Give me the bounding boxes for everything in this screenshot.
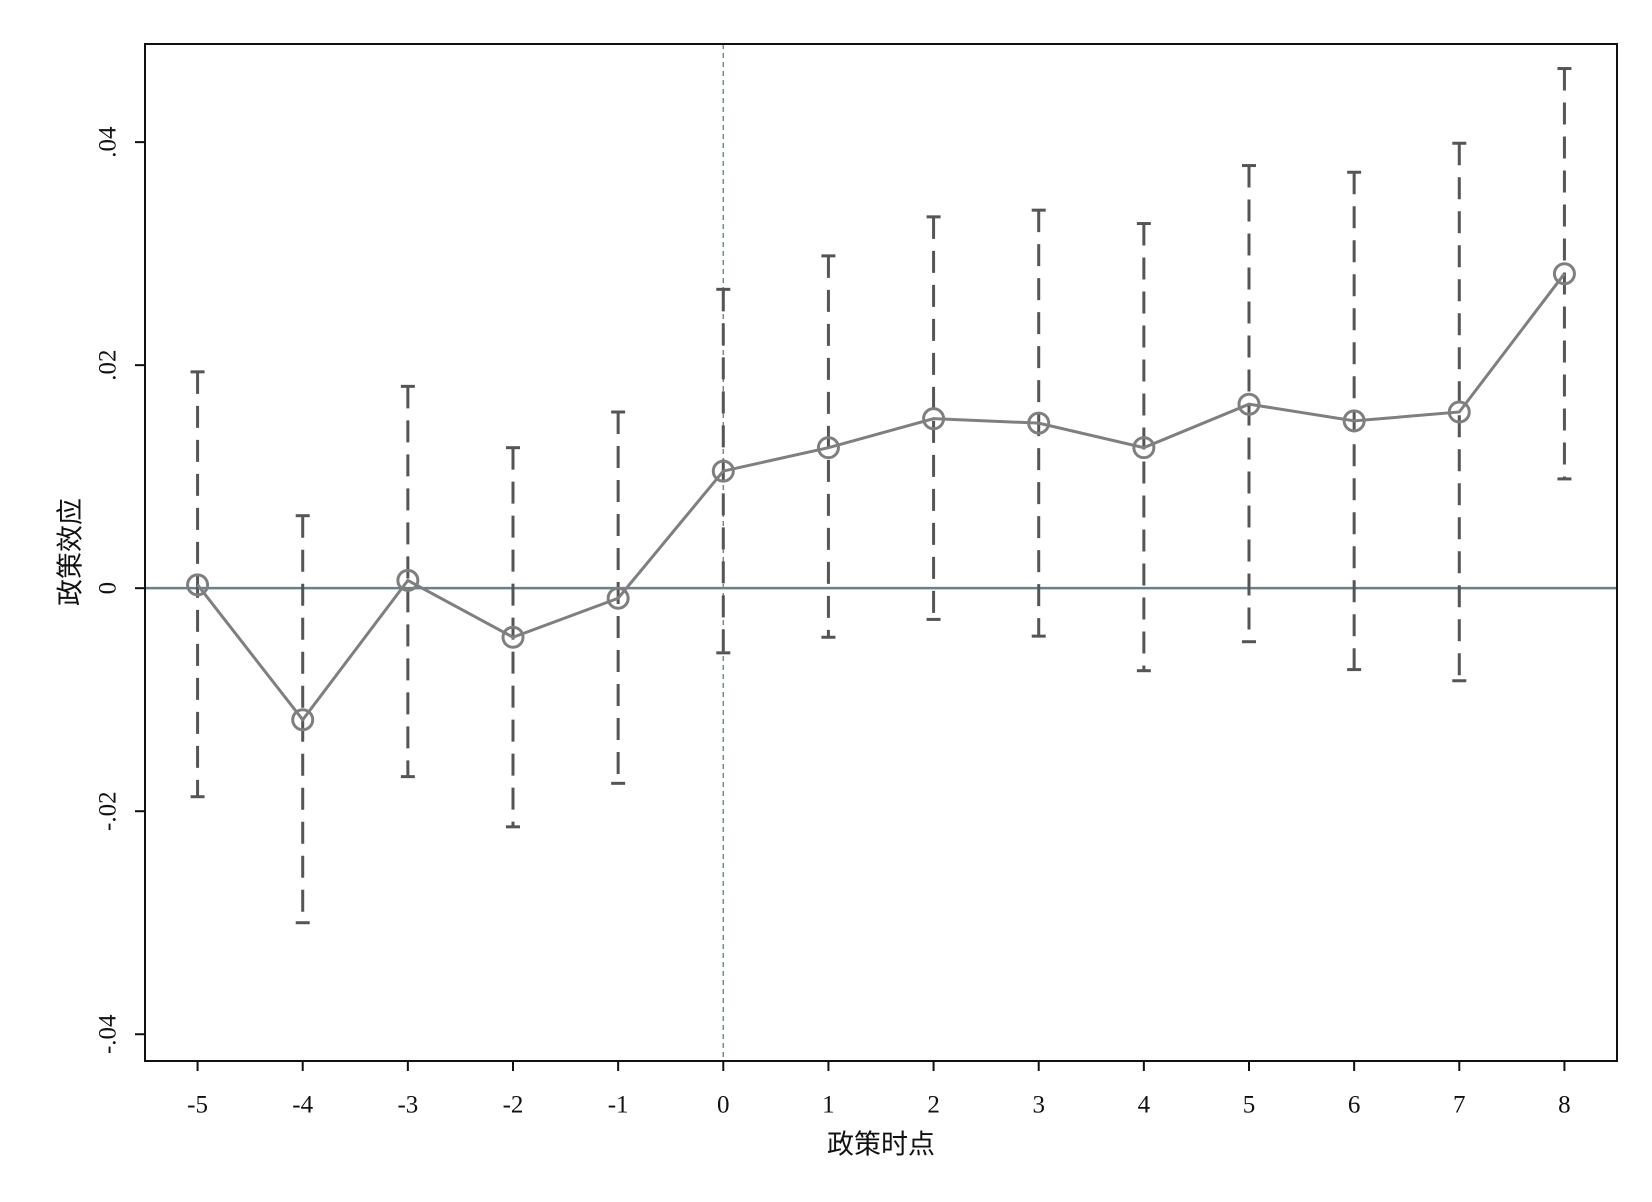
x-tick-label: 6 bbox=[1348, 1092, 1361, 1119]
estimate-marker bbox=[501, 625, 525, 649]
estimate-marker bbox=[922, 407, 946, 431]
estimate-marker bbox=[711, 459, 735, 483]
y-tick-label: -.02 bbox=[95, 791, 122, 831]
x-tick-label: 3 bbox=[1032, 1092, 1045, 1119]
estimate-marker bbox=[1342, 409, 1366, 433]
x-tick-label: -5 bbox=[187, 1092, 208, 1119]
x-tick-label: -1 bbox=[608, 1092, 629, 1119]
plot-frame bbox=[144, 43, 1618, 1062]
x-tick-label: 4 bbox=[1138, 1092, 1151, 1119]
estimate-marker bbox=[1552, 262, 1576, 286]
x-tick-label: -3 bbox=[397, 1092, 418, 1119]
x-tick-label: 5 bbox=[1243, 1092, 1256, 1119]
estimate-marker bbox=[816, 436, 840, 460]
x-tick-label: -2 bbox=[503, 1092, 524, 1119]
estimate-marker bbox=[291, 708, 315, 732]
x-axis-title: 政策时点 bbox=[827, 1130, 935, 1161]
estimate-marker bbox=[1132, 436, 1156, 460]
x-tick-label: 0 bbox=[717, 1092, 730, 1119]
x-tick-label: -4 bbox=[292, 1092, 313, 1119]
estimate-marker bbox=[606, 586, 630, 610]
y-axis-title: 政策效应 bbox=[56, 498, 87, 606]
y-tick-label: 0 bbox=[95, 582, 122, 595]
estimate-line bbox=[196, 272, 1566, 723]
estimate-marker bbox=[396, 568, 420, 592]
estimate-marker bbox=[1447, 400, 1471, 424]
x-tick-label: 8 bbox=[1558, 1092, 1571, 1119]
x-tick-label: 2 bbox=[927, 1092, 940, 1119]
x-tick-label: 1 bbox=[822, 1092, 835, 1119]
y-tick-label: -.04 bbox=[95, 1014, 122, 1054]
y-tick-label: .04 bbox=[95, 126, 122, 158]
estimate-marker bbox=[1237, 392, 1261, 416]
estimate-marker bbox=[1027, 411, 1051, 435]
y-tick-label: .02 bbox=[95, 350, 122, 381]
x-tick-label: 7 bbox=[1453, 1092, 1466, 1119]
estimate-marker bbox=[186, 573, 210, 597]
